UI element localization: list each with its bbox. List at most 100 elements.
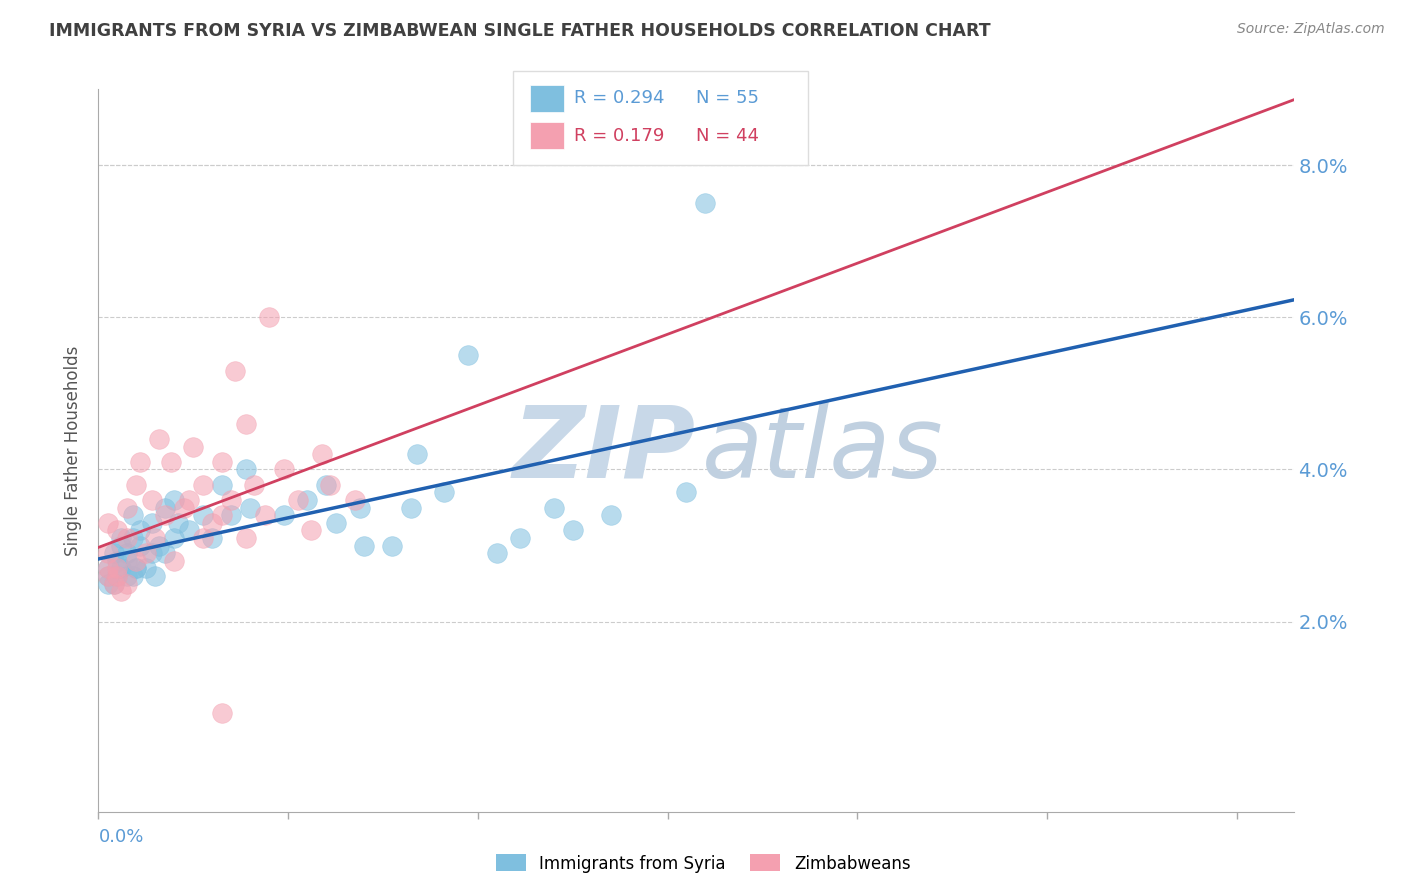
Point <box>115 569 138 583</box>
Point <box>141 516 163 530</box>
Point <box>115 500 138 515</box>
Point <box>115 546 138 560</box>
Point <box>406 447 429 461</box>
Point <box>153 500 176 515</box>
Point <box>103 576 125 591</box>
Point <box>129 524 152 538</box>
Point <box>135 546 157 560</box>
Point <box>115 531 138 545</box>
Point <box>141 546 163 560</box>
Point <box>675 485 697 500</box>
Point <box>105 569 128 583</box>
Point <box>97 561 120 575</box>
Point <box>695 196 717 211</box>
Point <box>543 500 565 515</box>
Point <box>153 546 176 560</box>
Point <box>141 492 163 507</box>
Point <box>125 554 148 568</box>
Point <box>311 447 333 461</box>
Text: R = 0.294: R = 0.294 <box>574 89 664 107</box>
Point <box>457 348 479 362</box>
Point <box>125 477 148 491</box>
Point <box>148 432 170 446</box>
Point <box>287 492 309 507</box>
Point <box>211 706 233 720</box>
Point <box>433 485 456 500</box>
Point <box>121 569 143 583</box>
Point <box>181 440 204 454</box>
Point <box>254 508 277 522</box>
Text: N = 55: N = 55 <box>696 89 759 107</box>
Point <box>211 455 233 469</box>
Point <box>235 417 257 431</box>
Point <box>97 576 120 591</box>
Point <box>179 492 201 507</box>
Point <box>561 524 583 538</box>
Point <box>353 539 375 553</box>
Point <box>129 539 152 553</box>
Point <box>509 531 531 545</box>
Point <box>295 492 318 507</box>
Point <box>381 539 404 553</box>
Point <box>143 569 166 583</box>
Point <box>153 508 176 522</box>
Point <box>163 531 186 545</box>
Point <box>167 516 190 530</box>
Point <box>103 546 125 560</box>
Point <box>599 508 621 522</box>
Point <box>121 508 143 522</box>
Point <box>211 477 233 491</box>
Text: Source: ZipAtlas.com: Source: ZipAtlas.com <box>1237 22 1385 37</box>
Text: ZIP: ZIP <box>513 402 696 499</box>
Point <box>105 524 128 538</box>
Point <box>191 508 214 522</box>
Point <box>325 516 347 530</box>
Legend: Immigrants from Syria, Zimbabweans: Immigrants from Syria, Zimbabweans <box>489 847 917 880</box>
Point <box>191 477 214 491</box>
Point <box>143 531 166 545</box>
Point <box>235 462 257 476</box>
Point <box>235 531 257 545</box>
Point <box>239 500 262 515</box>
Point <box>224 363 246 377</box>
Point <box>343 492 366 507</box>
Point <box>97 516 120 530</box>
Point <box>97 569 120 583</box>
Point <box>110 561 132 575</box>
Point <box>135 561 157 575</box>
Point <box>129 455 152 469</box>
Text: IMMIGRANTS FROM SYRIA VS ZIMBABWEAN SINGLE FATHER HOUSEHOLDS CORRELATION CHART: IMMIGRANTS FROM SYRIA VS ZIMBABWEAN SING… <box>49 22 991 40</box>
Point <box>219 508 242 522</box>
Point <box>163 492 186 507</box>
Point <box>401 500 423 515</box>
Point <box>349 500 371 515</box>
Text: 0.0%: 0.0% <box>98 828 143 846</box>
Point <box>211 508 233 522</box>
Point <box>243 477 266 491</box>
Y-axis label: Single Father Households: Single Father Households <box>65 345 83 556</box>
Point <box>201 531 224 545</box>
Point <box>97 569 120 583</box>
Point <box>105 561 128 575</box>
Point <box>179 524 201 538</box>
Point <box>159 455 181 469</box>
Point <box>315 477 337 491</box>
Point <box>125 561 148 575</box>
Point <box>219 492 242 507</box>
Point <box>115 554 138 568</box>
Point <box>201 516 224 530</box>
Point <box>110 539 132 553</box>
Point <box>103 576 125 591</box>
Point <box>273 508 295 522</box>
Point <box>257 310 280 325</box>
Point <box>105 554 128 568</box>
Point <box>97 561 120 575</box>
Point <box>273 462 295 476</box>
Point <box>148 539 170 553</box>
Point <box>115 576 138 591</box>
Point <box>105 569 128 583</box>
Point <box>299 524 322 538</box>
Text: R = 0.179: R = 0.179 <box>574 127 664 145</box>
Point <box>110 584 132 599</box>
Point <box>125 561 148 575</box>
